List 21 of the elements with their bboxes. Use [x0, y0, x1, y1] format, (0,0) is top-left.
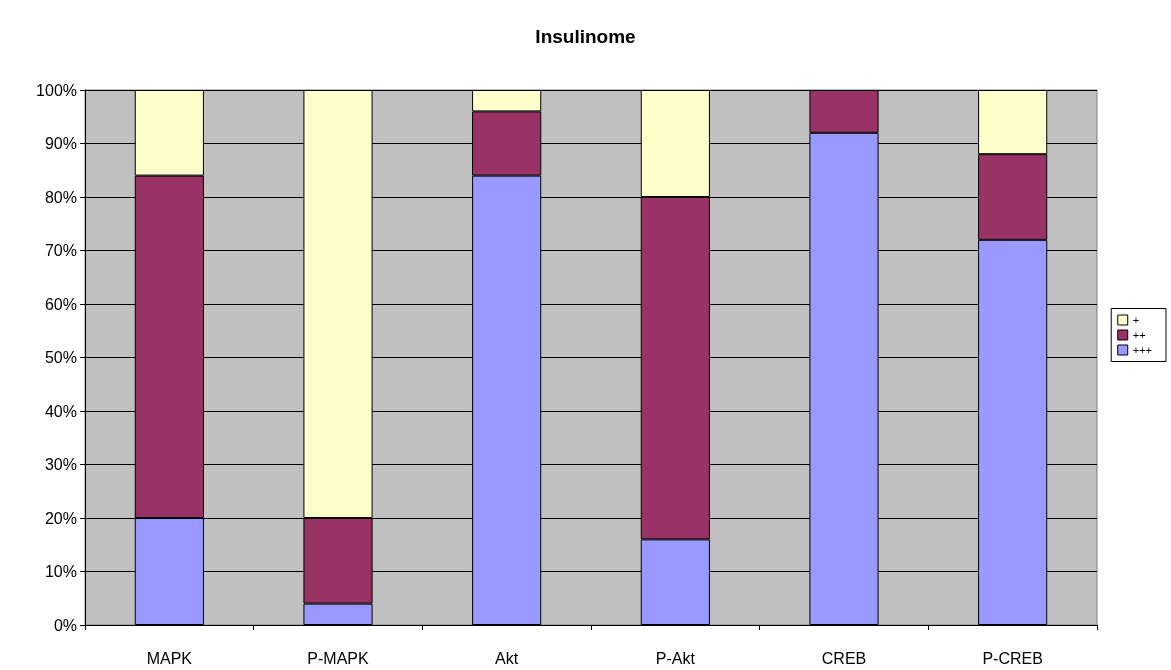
x-tick-label: P-Akt [655, 649, 696, 667]
y-tick-label: 40% [44, 402, 77, 420]
y-tick-label: 50% [44, 349, 77, 366]
legend-label: +++ [1132, 344, 1153, 356]
chart-title: Insulinome [535, 26, 636, 47]
y-tick-label: 30% [44, 456, 77, 473]
x-tick-label: Akt [495, 649, 519, 667]
x-tick-label: CREB [821, 649, 867, 667]
y-tick-label: 60% [44, 295, 77, 313]
y-tick-label: 90% [44, 135, 77, 152]
x-tick-label: MAPK [146, 649, 193, 667]
y-tick-label: 100% [36, 81, 77, 99]
legend-label: ++ [1132, 329, 1146, 341]
y-tick-label: 80% [44, 188, 77, 206]
x-tick-label: P-MAPK [307, 649, 369, 667]
legend-label: + [1132, 314, 1140, 326]
y-tick-label: 20% [44, 509, 77, 527]
y-tick-label: 10% [44, 563, 77, 580]
y-tick-label: 0% [53, 616, 77, 634]
x-tick-label: P-CREB [982, 649, 1043, 667]
y-tick-label: 70% [44, 242, 77, 259]
